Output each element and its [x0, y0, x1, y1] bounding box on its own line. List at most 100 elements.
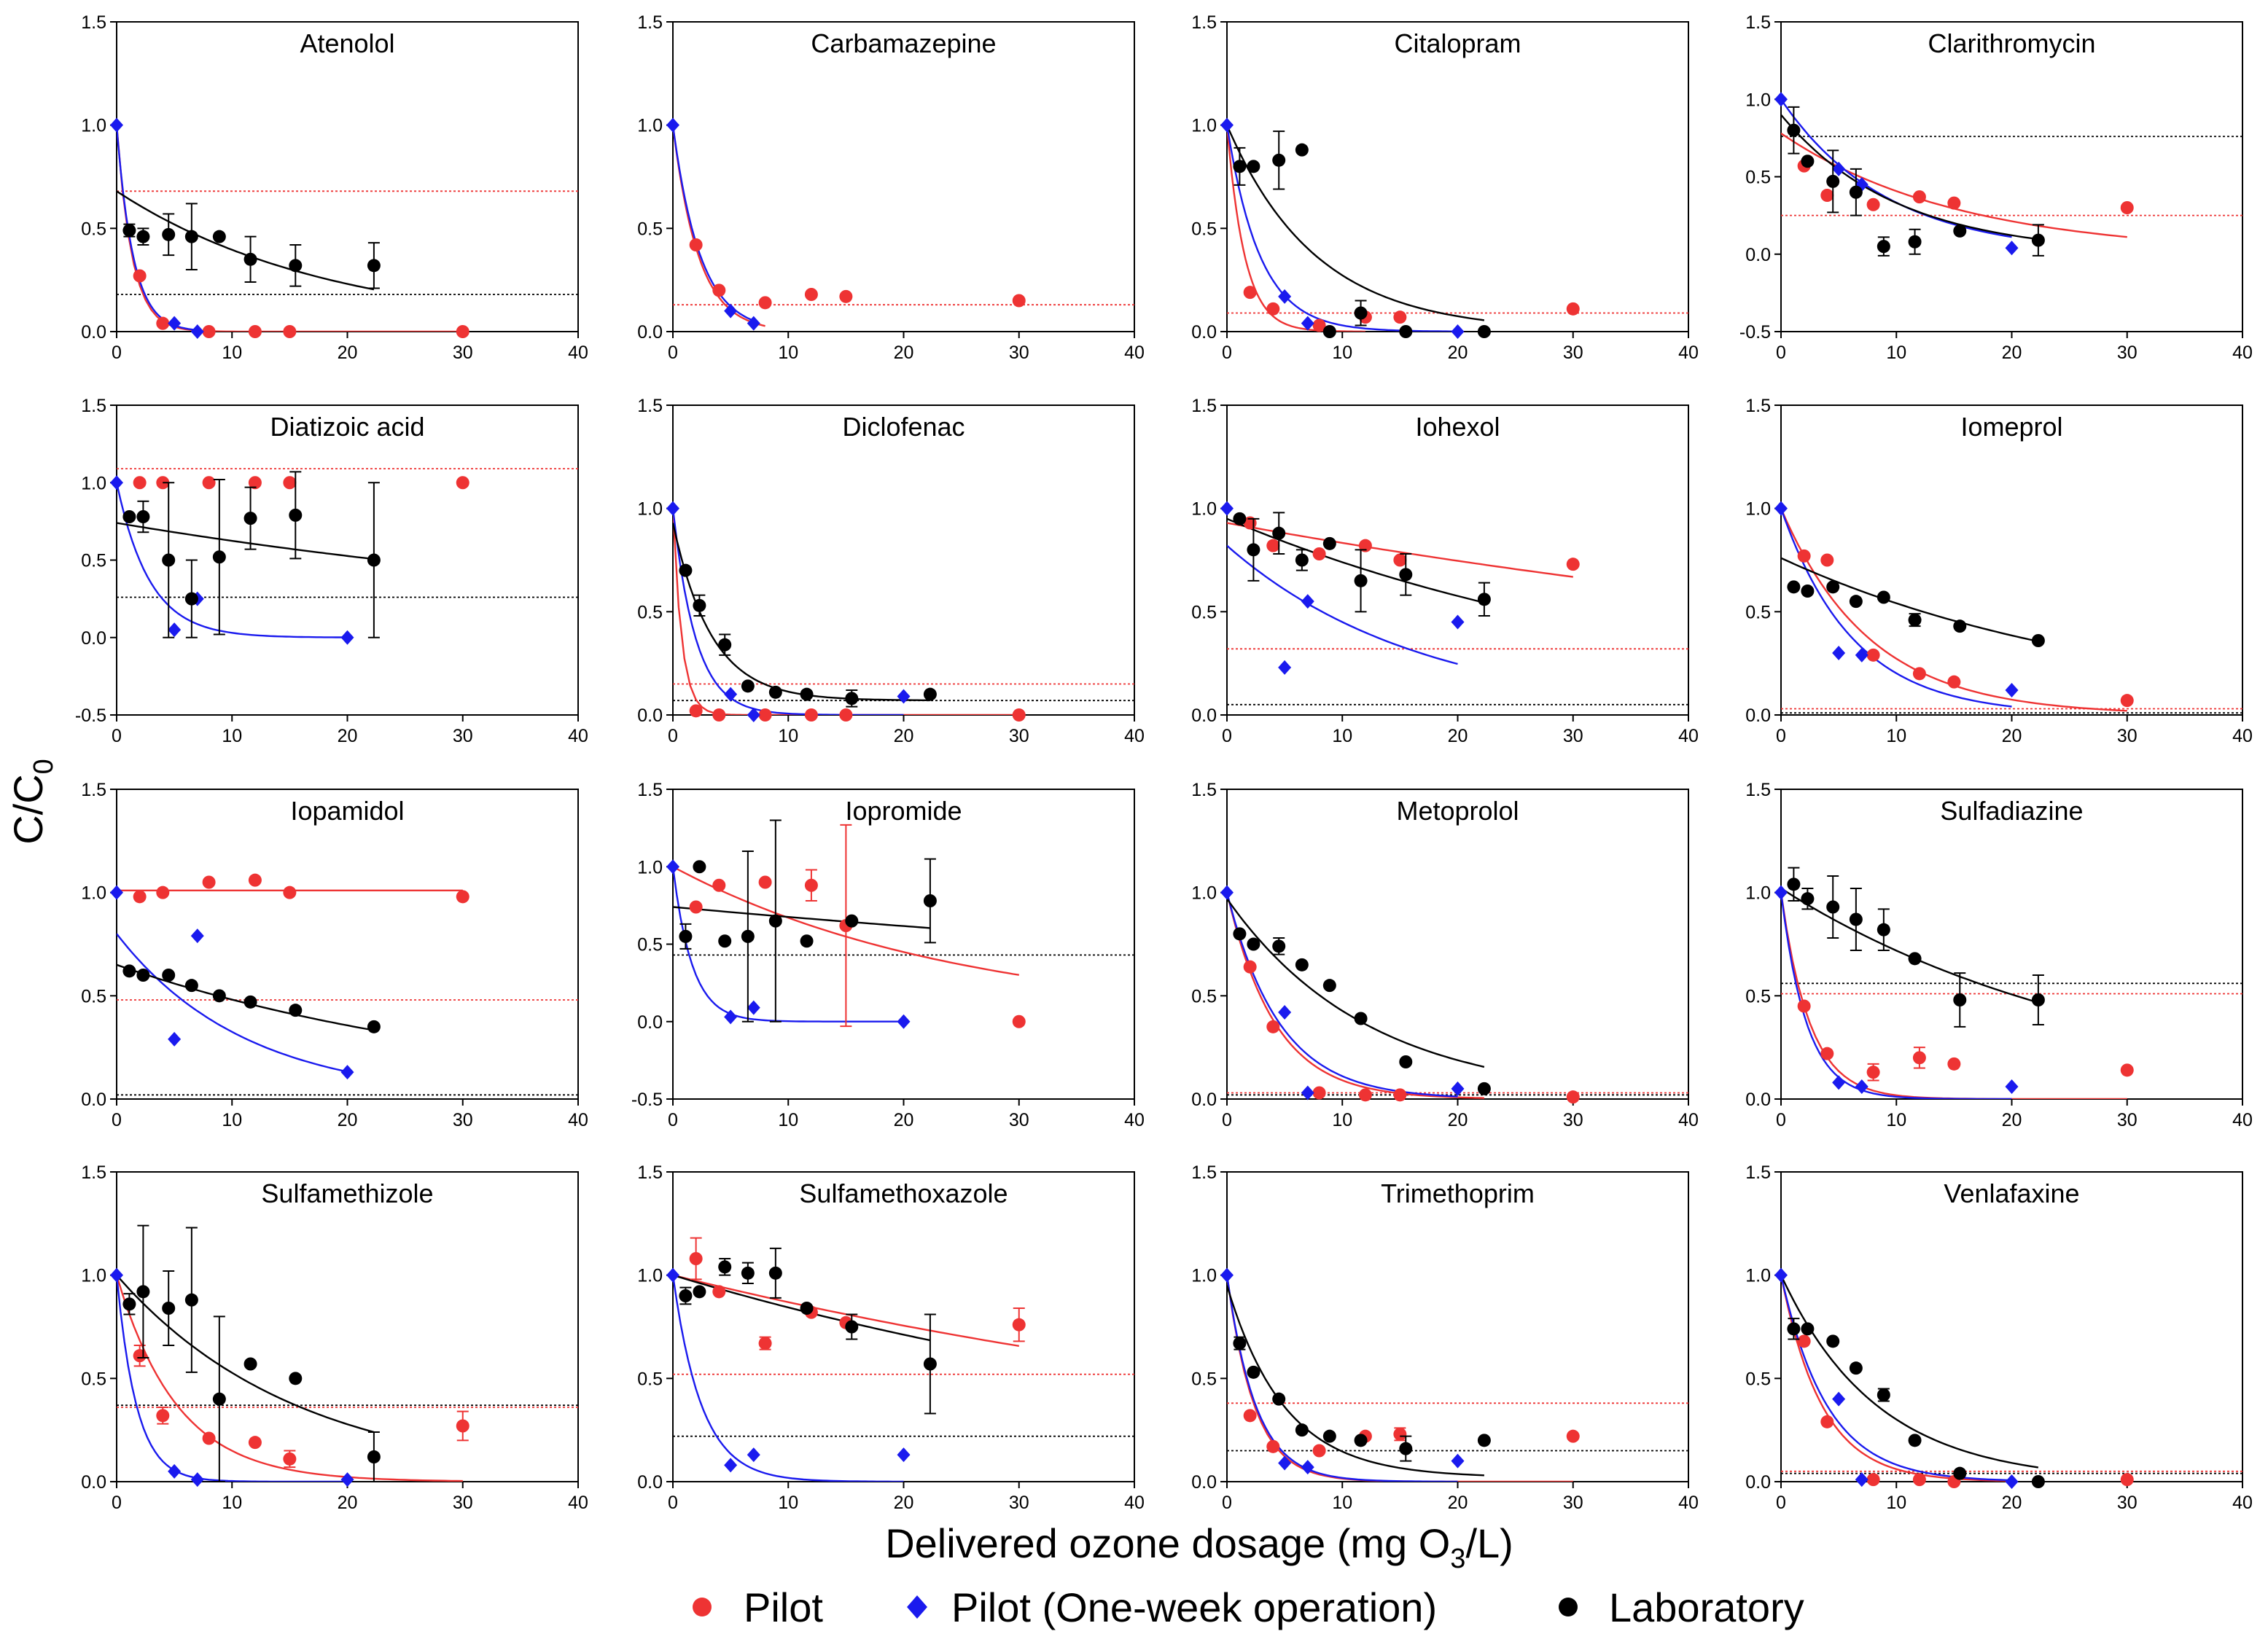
x-tick-label: 0 [1776, 1493, 1786, 1513]
plot-frame [116, 1171, 579, 1482]
data-point-laboratory [2031, 233, 2045, 247]
x-tick-label: 0 [1776, 726, 1786, 746]
data-point-pilot-one-week [168, 1463, 182, 1479]
data-point-pilot-one-week [1220, 501, 1234, 516]
data-point-pilot [1566, 1429, 1580, 1443]
y-tick-label: 1.0 [1191, 116, 1217, 136]
data-point-pilot [1358, 539, 1372, 552]
data-point-pilot [1820, 189, 1834, 202]
data-point-laboratory [162, 1302, 176, 1315]
data-point-laboratory [741, 1266, 755, 1280]
data-point-laboratory [2031, 634, 2045, 647]
y-tick-label: 0.0 [1191, 1472, 1217, 1493]
fit-curve-pilot-one-week [673, 867, 904, 1023]
x-tick-label: 0 [1222, 726, 1232, 746]
data-point-pilot [758, 875, 772, 889]
fit-curve-pilot-one-week [1227, 892, 1458, 1098]
data-point-laboratory [1354, 574, 1368, 587]
data-point-pilot [712, 878, 726, 892]
legend-marker-pilot-one-week [907, 1595, 927, 1619]
data-point-pilot [2120, 694, 2134, 708]
y-tick-label: 0.0 [1191, 705, 1217, 726]
panel-grid: 0.0 0.5 1.0 1.5 0 10 20 30 40 Atenolol 0.0 0.5 1.0 1.… [75, 12, 2253, 1513]
data-point-laboratory [1801, 585, 1815, 598]
x-tick-label: 0 [112, 1493, 122, 1513]
data-point-laboratory [184, 1293, 198, 1307]
panel-venlafaxine: 0.0 0.5 1.0 1.5 0 10 20 30 40 Venlafaxine [1745, 1162, 2253, 1513]
panel-iopamidol: 0.0 0.5 1.0 1.5 0 10 20 30 40 Iopamidol [81, 780, 588, 1130]
data-point-pilot [1566, 1090, 1580, 1104]
y-tick-label: 0.0 [1745, 705, 1771, 726]
data-point-laboratory [289, 259, 303, 273]
y-tick-label: 0.5 [637, 219, 663, 239]
data-point-laboratory [1953, 1466, 1967, 1480]
data-point-pilot-one-week [1278, 660, 1292, 675]
fit-curve-pilot-one-week [673, 125, 755, 322]
data-point-pilot-one-week [1278, 1005, 1292, 1020]
data-point-pilot [1797, 549, 1811, 563]
plot-frame [672, 21, 1135, 332]
y-tick-label: 0.0 [637, 705, 663, 726]
x-tick-label: 40 [1678, 1110, 1699, 1130]
y-tick-label: 1.0 [81, 883, 106, 904]
data-point-pilot-one-week [747, 316, 760, 331]
data-point-laboratory [243, 252, 257, 266]
y-tick-label: 0.0 [81, 1090, 106, 1110]
data-point-pilot-one-week [190, 928, 204, 944]
data-point-pilot-one-week [168, 622, 182, 638]
data-point-laboratory [212, 230, 226, 243]
data-point-pilot [283, 1452, 297, 1466]
y-axis-label-subscript: 0 [28, 759, 59, 774]
data-point-laboratory [1233, 927, 1247, 941]
data-point-pilot [248, 325, 262, 338]
y-tick-label: 1.0 [1191, 499, 1217, 520]
data-point-pilot-one-week [340, 630, 354, 645]
y-tick-label: 1.0 [1191, 883, 1217, 904]
x-tick-label: 40 [2232, 726, 2253, 746]
data-point-laboratory [122, 1297, 136, 1311]
fit-curve-pilot-one-week [117, 933, 348, 1073]
x-tick-label: 20 [2002, 1110, 2022, 1130]
data-point-pilot-one-week [1451, 324, 1465, 339]
data-point-pilot-one-week [666, 859, 679, 875]
data-point-pilot-one-week [190, 1472, 204, 1487]
fit-curve-laboratory [1227, 517, 1485, 604]
fit-curve-pilot-one-week [1227, 544, 1458, 665]
panel-diatizoic-acid: -0.5 0.0 0.5 1.0 1.5 0 10 20 30 40 Diatizoic acid [75, 396, 588, 746]
x-tick-label: 10 [222, 1110, 242, 1130]
x-tick-label: 30 [2117, 1493, 2138, 1513]
data-point-pilot [456, 890, 469, 904]
y-tick-label: 1.0 [637, 857, 663, 877]
fit-curve-laboratory [117, 963, 375, 1031]
data-point-laboratory [367, 259, 381, 273]
fit-curve-pilot [117, 1275, 463, 1482]
y-tick-label: 1.5 [1191, 780, 1217, 800]
x-tick-label: 30 [1563, 343, 1583, 363]
y-tick-label: 1.0 [1745, 1266, 1771, 1286]
y-tick-label: 0.0 [1745, 1090, 1771, 1110]
data-point-laboratory [1877, 590, 1890, 604]
fit-curve-laboratory [673, 523, 930, 702]
y-tick-label: 0.5 [81, 219, 106, 239]
data-point-pilot-one-week [1278, 1455, 1292, 1471]
data-point-laboratory [679, 929, 693, 943]
y-tick-label: -0.5 [631, 1090, 663, 1110]
data-point-pilot-one-week [1451, 1453, 1465, 1469]
panel-title: Iohexol [1415, 412, 1500, 442]
data-point-pilot [1947, 675, 1961, 689]
y-tick-label: 0.5 [81, 1369, 106, 1389]
y-tick-label: 0.5 [637, 1369, 663, 1389]
data-point-laboratory [1322, 979, 1336, 993]
data-point-pilot-one-week [1855, 1079, 1868, 1094]
data-point-laboratory [1826, 580, 1840, 594]
data-point-pilot-one-week [666, 501, 679, 516]
y-tick-label: 1.5 [1191, 1162, 1217, 1183]
y-tick-label: 0.0 [637, 1472, 663, 1493]
data-point-laboratory [136, 1285, 150, 1299]
x-tick-label: 10 [1886, 343, 1906, 363]
data-point-laboratory [923, 894, 937, 907]
data-point-laboratory [845, 692, 859, 705]
x-tick-label: 10 [1332, 726, 1352, 746]
data-point-pilot-one-week [2005, 1474, 2019, 1489]
data-point-laboratory [693, 860, 706, 874]
